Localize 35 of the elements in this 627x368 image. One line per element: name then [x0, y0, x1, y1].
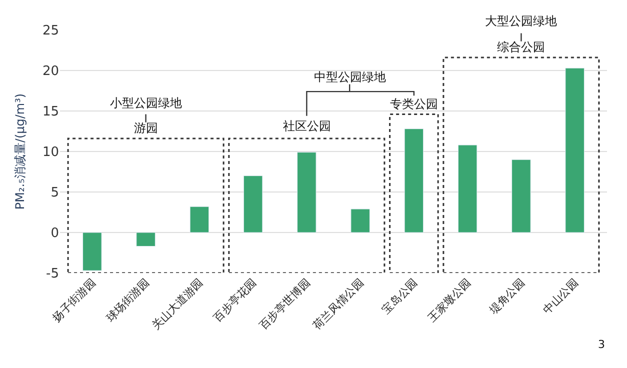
annotation: 专类公园	[390, 97, 438, 111]
bar	[297, 152, 316, 233]
bar	[458, 144, 478, 233]
y-tick-label: -5	[46, 266, 59, 282]
annotation: 综合公园	[497, 40, 545, 54]
y-tick-label: 10	[42, 145, 59, 160]
y-tick-label: 15	[42, 104, 59, 120]
annotation: 社区公园	[283, 119, 331, 133]
y-tick-label: 5	[50, 186, 59, 201]
x-tick-label: 中山公园	[540, 276, 581, 317]
bar	[565, 68, 584, 233]
bar	[243, 176, 263, 233]
x-tick-label: 百步亭花园	[210, 276, 260, 324]
x-tick-label: 王家墩公园	[425, 276, 474, 324]
x-tick-label: 关山大道游园	[150, 276, 206, 332]
annotation: 中型公园绿地	[314, 70, 386, 84]
bar	[404, 128, 424, 233]
x-tick-label: 宝岛公园	[380, 276, 420, 317]
x-tick-label: 球场街游园	[104, 276, 152, 324]
y-axis-title: PM₂.₅消减量/(μg/m³)	[12, 93, 27, 210]
annotation: 小型公园绿地	[110, 96, 182, 110]
text: 大型公园绿地	[485, 14, 557, 28]
bar	[190, 206, 210, 233]
y-tick-label: 25	[42, 24, 59, 39]
x-tick-label: 荷兰风情公园	[310, 276, 366, 332]
bar	[512, 159, 531, 233]
x-tick-label: 堤角公园	[486, 276, 528, 318]
y-tick-label: 20	[42, 64, 59, 80]
text: 3	[598, 338, 605, 351]
x-tick-label: 百步亭世博园	[256, 276, 313, 332]
y-tick-label: 0	[50, 226, 59, 242]
bar	[136, 232, 156, 247]
bar	[82, 232, 102, 271]
annotation: 游园	[134, 121, 158, 135]
bar	[350, 208, 370, 233]
